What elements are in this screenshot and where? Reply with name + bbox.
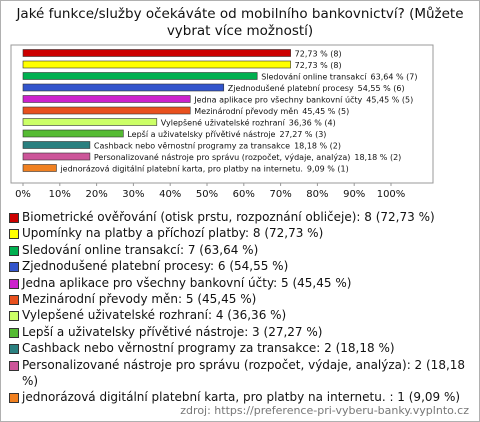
x-tick-label: 0% xyxy=(15,189,31,200)
x-tick-label: 40% xyxy=(159,189,181,200)
legend-label: Upomínky na platby a příchozí platby: 8 … xyxy=(22,226,324,241)
legend-item: jednorázová digitální platební karta, pr… xyxy=(9,389,471,405)
bar-label: Zjednodušené platební procesy 54,55 % (6) xyxy=(228,83,405,93)
bar xyxy=(22,83,225,92)
x-tick-label: 70% xyxy=(269,189,291,200)
chart: 0% 10% 20% 30% 40% 50% 60% 70% 80% 90% 100% 72,73 %… xyxy=(10,44,434,200)
bar-name: Sledování online transakcí xyxy=(261,72,367,81)
legend-item: Mezinárodní převody měn: 5 (45,45 %) xyxy=(9,291,471,307)
bar-label: Vylepšené uživatelské rozhraní 36,36 % (4… xyxy=(161,117,336,127)
bar xyxy=(22,95,191,103)
legend-item: Zjednodušené platební procesy: 6 (54,55 … xyxy=(9,258,471,274)
bar-label: Sledování online transakcí 63,64 % (7) xyxy=(261,72,417,81)
value-label: 27,27 % (3) xyxy=(279,130,326,139)
bar-name: Zjednodušené platební procesy xyxy=(228,83,354,93)
legend-label: Sledování online transakcí: 7 (63,64 %) xyxy=(22,242,259,257)
legend-label: Zjednodušené platební procesy: 6 (54,55 … xyxy=(22,259,289,274)
bar-name: jednorázová digitální platební karta, pr… xyxy=(59,164,302,173)
bar-label: Cashback nebo věrnostní programy za tran… xyxy=(94,141,341,150)
legend-label: Lepší a uživatelsky přívětivé nástroje: … xyxy=(22,324,323,339)
legend-item: Cashback nebo věrnostní programy za tran… xyxy=(9,340,471,356)
bar xyxy=(22,72,258,80)
bar xyxy=(22,118,158,126)
legend-item: Jedna aplikace pro všechny bankovní účty… xyxy=(9,275,471,291)
legend-item: Personalizované nástroje pro správu (roz… xyxy=(9,357,471,390)
value-label: 36,36 % (4) xyxy=(289,118,336,127)
chart-title: Jaké funkce/služby očekáváte od mobilníh… xyxy=(16,6,464,39)
plot-frame xyxy=(10,44,434,184)
legend-swatch xyxy=(9,213,19,223)
bar-name: Mezinárodní převody měn xyxy=(194,107,298,116)
legend-item: Sledování online transakcí: 7 (63,64 %) xyxy=(9,242,471,258)
bar-label: 72,73 % (8) xyxy=(295,61,342,70)
bar-name: Vylepšené uživatelské rozhraní xyxy=(161,117,286,127)
x-tick-label: 80% xyxy=(306,189,328,200)
x-tick-label: 20% xyxy=(85,189,107,200)
value-label: 72,73 % (8) xyxy=(295,61,342,70)
legend-label: Personalizované nástroje pro správu (roz… xyxy=(22,357,466,389)
bar xyxy=(22,106,191,115)
legend-label: jednorázová digitální platební karta, pr… xyxy=(22,390,461,405)
legend-item: Upomínky na platby a příchozí platby: 8 … xyxy=(9,225,471,241)
value-label: 9,09 % (1) xyxy=(307,164,349,173)
legend-swatch xyxy=(9,278,19,289)
legend-swatch xyxy=(9,311,19,322)
legend-swatch xyxy=(9,344,19,355)
legend-item: Lepší a uživatelsky přívětivé nástroje: … xyxy=(9,324,471,340)
legend-label: Mezinárodní převody měn: 5 (45,45 %) xyxy=(22,292,257,307)
legend-swatch xyxy=(9,245,19,256)
bar-name: Jedna aplikace pro všechny bankovní účty xyxy=(193,94,362,104)
bar-label: Lepší a uživatelsky přívětivé nástroje 27… xyxy=(127,129,326,139)
legend: Biometrické ověřování (otisk prstu, rozp… xyxy=(9,209,471,406)
bar-name: Cashback nebo věrnostní programy za tran… xyxy=(94,141,290,150)
bar-name: Lepší a uživatelsky přívětivé nástroje xyxy=(127,129,275,139)
bar-label: 72,73 % (8) xyxy=(295,49,342,58)
legend-item: Vylepšené uživatelské rozhraní: 4 (36,36… xyxy=(9,307,471,323)
legend-label: Cashback nebo věrnostní programy za tran… xyxy=(22,341,395,356)
value-label: 45,45 % (5) xyxy=(366,95,413,104)
bar-label: Mezinárodní převody měn 45,45 % (5) xyxy=(194,107,349,116)
value-label: 45,45 % (5) xyxy=(302,107,349,116)
value-label: 18,18 % (2) xyxy=(294,141,341,150)
x-tick-label: 10% xyxy=(49,189,71,200)
legend-swatch xyxy=(9,393,19,404)
x-tick-label: 50% xyxy=(196,189,218,200)
value-label: 18,18 % (2) xyxy=(354,153,401,162)
bar-label: Jedna aplikace pro všechny bankovní účty… xyxy=(193,94,413,104)
bar xyxy=(22,129,124,138)
source: zdroj: https://preference-pri-vyberu-ban… xyxy=(180,404,469,417)
x-tick-label: 100% xyxy=(377,189,406,200)
bar xyxy=(22,60,291,69)
legend-label: Biometrické ověřování (otisk prstu, rozp… xyxy=(22,210,435,224)
bar-label: Personalizované nástroje pro správu (roz… xyxy=(94,152,401,162)
legend-label: Jedna aplikace pro všechny bankovní účty… xyxy=(22,275,352,290)
bar xyxy=(22,152,91,161)
legend-swatch xyxy=(9,262,19,273)
value-label: 72,73 % (8) xyxy=(295,49,342,58)
legend-label: Vylepšené uživatelské rozhraní: 4 (36,36… xyxy=(22,308,287,323)
legend-swatch xyxy=(9,327,19,338)
x-tick-label: 30% xyxy=(122,189,144,200)
legend-swatch xyxy=(9,295,19,306)
legend-item: Biometrické ověřování (otisk prstu, rozp… xyxy=(9,209,471,225)
legend-swatch xyxy=(9,360,19,371)
value-label: 63,64 % (7) xyxy=(371,72,418,81)
bar xyxy=(22,164,57,172)
legend-swatch xyxy=(9,229,19,240)
bar-name: Personalizované nástroje pro správu (roz… xyxy=(94,152,350,162)
bar xyxy=(22,141,91,149)
x-tick-label: 90% xyxy=(343,189,365,200)
x-tick-label: 60% xyxy=(233,189,255,200)
bar xyxy=(22,49,291,57)
bar-label: jednorázová digitální platební karta, pr… xyxy=(59,164,348,173)
value-label: 54,55 % (6) xyxy=(358,84,405,93)
